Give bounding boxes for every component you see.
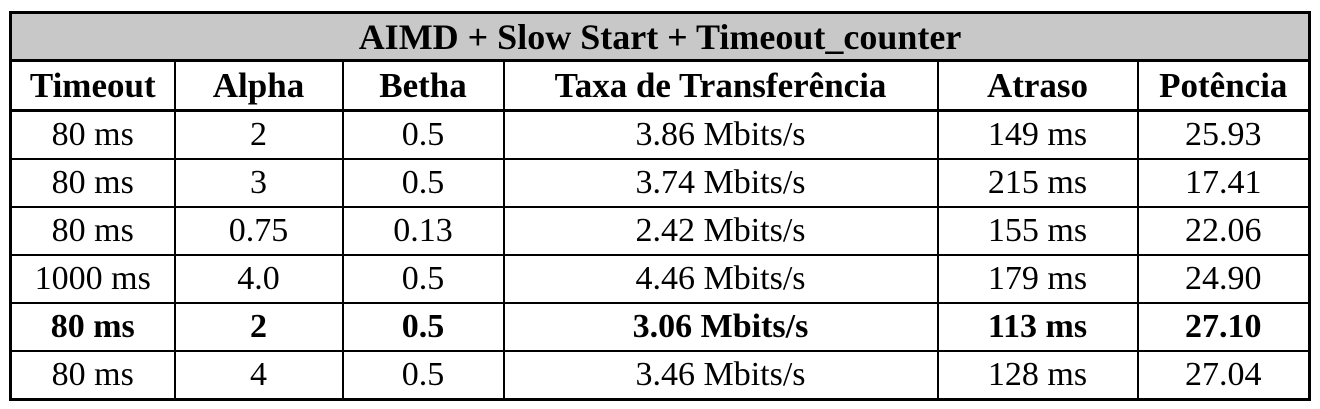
table-header-row: Timeout Alpha Betha Taxa de Transferênci…	[9, 59, 1311, 112]
cell-alpha: 4	[173, 350, 344, 401]
cell-timeout: 1000 ms	[9, 254, 176, 304]
cell-power: 17.41	[1136, 158, 1311, 208]
cell-delay: 128 ms	[936, 350, 1139, 401]
column-header-alpha: Alpha	[173, 59, 344, 112]
cell-betha: 0.5	[341, 254, 505, 304]
cell-timeout: 80 ms	[9, 109, 176, 160]
cell-throughput: 3.86 Mbits/s	[502, 109, 939, 160]
cell-alpha: 4.0	[173, 254, 344, 304]
cell-betha: 0.5	[341, 158, 505, 208]
cell-betha: 0.5	[341, 302, 505, 352]
cell-delay: 149 ms	[936, 109, 1139, 160]
cell-power: 24.90	[1136, 254, 1311, 304]
table-row: 80 ms 3 0.5 3.74 Mbits/s 215 ms 17.41	[9, 158, 1311, 208]
table-row: 80 ms 2 0.5 3.86 Mbits/s 149 ms 25.93	[9, 109, 1311, 160]
cell-power: 27.04	[1136, 350, 1311, 401]
cell-delay: 155 ms	[936, 206, 1139, 256]
cell-betha: 0.5	[341, 109, 505, 160]
results-table: AIMD + Slow Start + Timeout_counter Time…	[9, 11, 1312, 401]
cell-power: 25.93	[1136, 109, 1311, 160]
column-header-delay: Atraso	[936, 59, 1139, 112]
cell-throughput: 3.46 Mbits/s	[502, 350, 939, 401]
cell-delay: 215 ms	[936, 158, 1139, 208]
cell-throughput: 2.42 Mbits/s	[502, 206, 939, 256]
column-header-timeout: Timeout	[9, 59, 176, 112]
cell-timeout: 80 ms	[9, 206, 176, 256]
cell-betha: 0.13	[341, 206, 505, 256]
cell-power: 22.06	[1136, 206, 1311, 256]
cell-timeout: 80 ms	[9, 158, 176, 208]
cell-power: 27.10	[1136, 302, 1311, 352]
column-header-throughput: Taxa de Transferência	[502, 59, 939, 112]
cell-alpha: 2	[173, 302, 344, 352]
table-row: 80 ms 4 0.5 3.46 Mbits/s 128 ms 27.04	[9, 350, 1311, 401]
cell-throughput: 3.74 Mbits/s	[502, 158, 939, 208]
table-title-row: AIMD + Slow Start + Timeout_counter	[9, 11, 1311, 62]
cell-delay: 179 ms	[936, 254, 1139, 304]
table-row: 80 ms 0.75 0.13 2.42 Mbits/s 155 ms 22.0…	[9, 206, 1311, 256]
cell-alpha: 0.75	[173, 206, 344, 256]
cell-delay: 113 ms	[936, 302, 1139, 352]
column-header-betha: Betha	[341, 59, 505, 112]
cell-alpha: 3	[173, 158, 344, 208]
table-body: 80 ms 2 0.5 3.86 Mbits/s 149 ms 25.93 80…	[9, 109, 1311, 401]
cell-timeout: 80 ms	[9, 350, 176, 401]
cell-timeout: 80 ms	[9, 302, 176, 352]
cell-alpha: 2	[173, 109, 344, 160]
column-header-power: Potência	[1136, 59, 1311, 112]
results-table-container: AIMD + Slow Start + Timeout_counter Time…	[9, 11, 1312, 401]
table-row-highlighted: 80 ms 2 0.5 3.06 Mbits/s 113 ms 27.10	[9, 302, 1311, 352]
cell-throughput: 3.06 Mbits/s	[502, 302, 939, 352]
table-title: AIMD + Slow Start + Timeout_counter	[9, 11, 1311, 62]
cell-throughput: 4.46 Mbits/s	[502, 254, 939, 304]
cell-betha: 0.5	[341, 350, 505, 401]
table-row: 1000 ms 4.0 0.5 4.46 Mbits/s 179 ms 24.9…	[9, 254, 1311, 304]
